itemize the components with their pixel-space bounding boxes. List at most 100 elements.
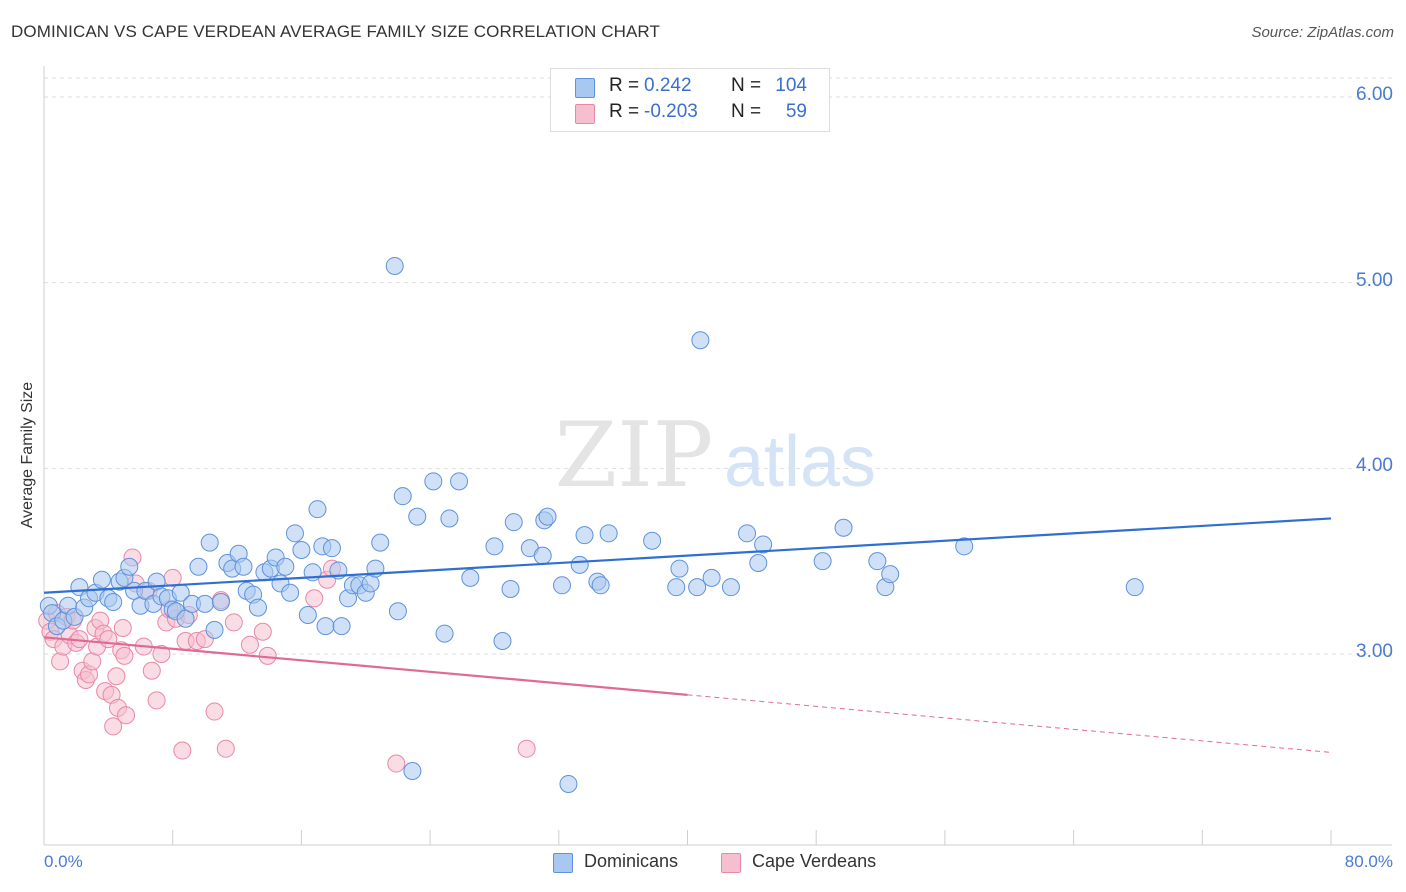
dominican-point	[504, 513, 523, 532]
cape-verdean-point	[107, 667, 126, 686]
legend-swatch-blue	[575, 78, 595, 98]
cape-verdean-point	[51, 652, 70, 671]
y-tick-label: 3.00	[1356, 641, 1393, 662]
cape-verdean-point	[216, 739, 235, 758]
dominican-point	[575, 526, 594, 545]
dominican-point	[667, 578, 686, 597]
dominican-point	[538, 507, 557, 526]
dominican-point	[281, 583, 300, 602]
dominican-point	[104, 593, 123, 612]
dominicans-trend-line	[43, 517, 1332, 594]
cape-verdean-point	[117, 706, 136, 725]
stats-legend: R = 0.242 N = 104 R = -0.203 N = 59	[550, 68, 830, 132]
dominican-point	[316, 617, 335, 636]
dominican-point	[424, 472, 443, 491]
dominican-point	[92, 570, 111, 589]
bottom-legend-swatch-blue	[553, 853, 573, 873]
cape-verdean-point	[253, 622, 272, 641]
dominican-point	[298, 606, 317, 625]
cape-verdean-point	[240, 635, 259, 654]
dominican-point	[276, 557, 295, 576]
dominican-point	[408, 507, 427, 526]
dominican-point	[234, 557, 253, 576]
dominican-point	[670, 559, 689, 578]
dominican-point	[403, 761, 422, 780]
dominican-point	[189, 557, 208, 576]
trend-lines	[43, 517, 1332, 753]
cape-verdean-point	[205, 702, 224, 721]
watermark-atlas: atlas	[724, 422, 876, 502]
y-tick-label: 5.00	[1356, 269, 1393, 291]
legend-n-value: 104	[775, 75, 807, 96]
cape-verdeans-trend-line-dashed	[687, 694, 1332, 753]
bottom-legend-swatch-pink	[721, 853, 741, 873]
y-tick-label: 6.00	[1356, 84, 1393, 105]
watermark-zip: ZIP	[555, 403, 714, 508]
cape-verdeans-trend-line	[43, 636, 688, 696]
legend-r-label: R =	[609, 101, 640, 122]
dominican-point	[721, 578, 740, 597]
dominican-point	[749, 554, 768, 573]
dominican-point	[691, 331, 710, 350]
dominican-point	[450, 472, 469, 491]
dominican-point	[371, 533, 390, 552]
cape-verdean-point	[305, 589, 324, 608]
dominicans-points	[39, 256, 1144, 793]
dominican-point	[461, 568, 480, 587]
cape-verdean-point	[113, 619, 132, 638]
dominican-point	[591, 576, 610, 595]
dominican-point	[292, 541, 311, 560]
dominican-point	[393, 487, 412, 506]
dominican-point	[195, 594, 214, 613]
dominican-point	[248, 598, 267, 617]
dominican-point	[559, 774, 578, 793]
cape-verdean-point	[224, 613, 243, 632]
x-tick-label-max: 80.0%	[1344, 852, 1393, 871]
dominican-point	[868, 552, 887, 571]
cape-verdean-point	[152, 645, 171, 663]
legend-r-value: -0.203	[644, 101, 698, 122]
dominican-point	[738, 524, 757, 543]
dominican-point	[501, 580, 520, 599]
chart-source: Source: ZipAtlas.com	[1251, 24, 1394, 41]
cape-verdean-point	[142, 661, 161, 680]
dominican-point	[205, 620, 224, 639]
dominican-point	[834, 518, 853, 537]
y-tick-label: 4.00	[1356, 455, 1393, 477]
cape-verdean-point	[104, 717, 123, 736]
dominican-point	[493, 632, 512, 651]
dominican-point	[688, 578, 707, 597]
dominican-point	[955, 537, 974, 556]
dominican-point	[813, 552, 832, 571]
dominican-point	[440, 509, 459, 528]
cape-verdean-point	[517, 739, 536, 758]
legend-n-label: N =	[731, 75, 762, 96]
dominican-point	[176, 609, 195, 628]
cape-verdean-point	[115, 646, 134, 665]
dominican-point	[200, 533, 219, 552]
legend-r-value: 0.242	[644, 75, 692, 96]
cape-verdean-point	[387, 754, 406, 773]
dominican-point	[533, 546, 552, 565]
dominican-point	[754, 535, 773, 554]
dominican-point	[570, 555, 589, 574]
chart-title: DOMINICAN VS CAPE VERDEAN AVERAGE FAMILY…	[11, 22, 660, 41]
cape-verdean-point	[147, 691, 166, 710]
dominican-point	[553, 576, 572, 595]
dominican-point	[388, 602, 407, 621]
dominican-point	[485, 537, 504, 556]
dominican-point	[599, 524, 618, 543]
dominican-point	[332, 617, 351, 636]
dominican-point	[435, 624, 454, 643]
dominican-point	[385, 256, 404, 275]
bottom-legend-label: Cape Verdeans	[752, 851, 877, 871]
dominican-point	[308, 500, 327, 519]
x-tick-label-min: 0.0%	[44, 852, 83, 871]
dominican-point	[285, 524, 304, 543]
dominican-point	[120, 557, 139, 576]
dominican-point	[643, 531, 662, 550]
dominican-point	[1125, 578, 1144, 597]
bottom-legend-label: Dominicans	[584, 851, 679, 871]
cape-verdean-point	[173, 741, 192, 760]
